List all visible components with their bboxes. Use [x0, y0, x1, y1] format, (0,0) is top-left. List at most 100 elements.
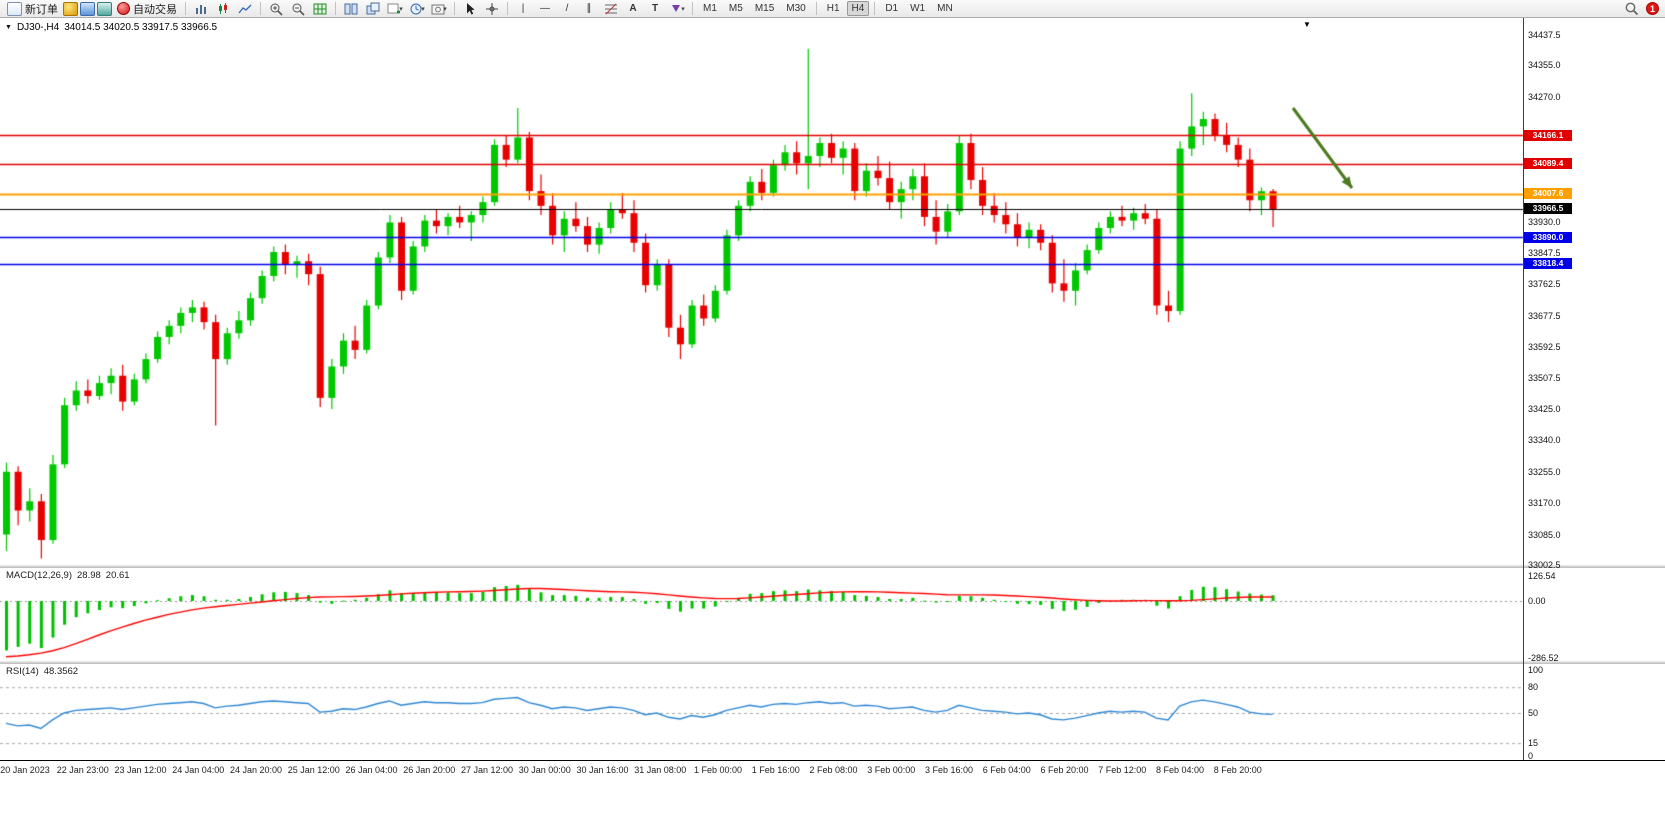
algo-trading-button[interactable]: 自动交易 [114, 1, 180, 17]
toolbar-separator [874, 2, 876, 15]
timeframe-m30[interactable]: M30 [786, 3, 806, 14]
rsi-panel-canvas[interactable] [0, 664, 1524, 760]
price-axis-tick: 33847.5 [1528, 247, 1561, 258]
toolbar-separator [185, 2, 186, 15]
time-axis-label: 30 Jan 16:00 [576, 765, 629, 775]
new-order-icon [7, 1, 22, 16]
screenshot-icon[interactable]: ▾ [429, 1, 449, 17]
time-axis-label: 31 Jan 08:00 [634, 765, 687, 775]
bar-chart-icon[interactable] [191, 1, 211, 17]
time-axis-label: 6 Feb 20:00 [1040, 765, 1089, 775]
rsi-axis-tick: 15 [1528, 738, 1539, 749]
price-level-badge[interactable]: 33966.5 [1524, 203, 1572, 215]
timeframe-m5[interactable]: M5 [728, 3, 743, 14]
notification-badge[interactable]: 1 [1646, 2, 1659, 15]
price-level-badge[interactable]: 33818.4 [1524, 258, 1572, 270]
chevron-down-icon: ▾ [399, 5, 403, 13]
time-axis-label: 25 Jan 12:00 [287, 765, 340, 775]
channel-tool[interactable]: ∥ [586, 3, 592, 14]
price-axis-tick: 33255.0 [1528, 466, 1561, 477]
label-tool[interactable]: T [651, 3, 659, 14]
tile-windows-icon[interactable] [341, 1, 361, 17]
market-watch-icon[interactable] [63, 1, 78, 16]
timeframe-h4[interactable]: H4 [846, 1, 870, 16]
timeframe-mn[interactable]: MN [937, 3, 953, 14]
time-axis-label: 6 Feb 04:00 [982, 765, 1031, 775]
one-click-trading-toggle[interactable]: ▼ [5, 24, 12, 31]
price-axis-tick: 33340.0 [1528, 435, 1561, 446]
strategy-tester-icon[interactable] [97, 1, 112, 16]
new-order-button[interactable]: 新订单 [4, 1, 61, 17]
time-axis-label: 24 Jan 04:00 [172, 765, 225, 775]
symbol-period-label: DJ30-,H4 [16, 22, 60, 33]
price-chart-canvas[interactable] [0, 18, 1524, 565]
fibonacci-tool[interactable] [601, 1, 621, 17]
price-axis-tick: 33930.0 [1528, 217, 1561, 228]
new-chart-icon[interactable]: ▾ [385, 1, 405, 17]
time-axis-label: 27 Jan 12:00 [460, 765, 514, 775]
panel-divider[interactable] [0, 565, 1665, 568]
chart-shift-marker[interactable]: ▼ [1303, 20, 1311, 29]
objects-dropdown[interactable]: ▾ [667, 1, 687, 17]
rsi-name: RSI(14) [6, 666, 39, 677]
price-axis-tick: 34355.0 [1528, 60, 1561, 71]
price-axis-tick: 33170.0 [1528, 498, 1561, 509]
crosshair-icon[interactable] [482, 1, 502, 17]
price-axis-tick: 33002.5 [1528, 560, 1561, 570]
price-axis-tick: 33592.5 [1528, 342, 1561, 353]
time-axis-border [0, 760, 1665, 761]
toolbar-right-group: 1 [1621, 1, 1661, 17]
chevron-down-icon: ▾ [421, 5, 425, 13]
time-axis-label: 20 Jan 2023 [0, 765, 50, 775]
rsi-label: RSI(14) 48.3562 [6, 666, 78, 677]
algo-trading-icon [117, 2, 130, 15]
panel-divider[interactable] [0, 661, 1665, 664]
toolbar-separator [815, 2, 817, 15]
time-axis-label: 1 Feb 00:00 [693, 765, 743, 775]
time-axis-label: 26 Jan 20:00 [403, 765, 456, 775]
zoom-in-icon[interactable] [266, 1, 286, 17]
macd-axis-tick: -286.52 [1528, 652, 1559, 663]
data-window-icon[interactable] [80, 1, 95, 16]
rsi-axis-tick: 0 [1528, 751, 1534, 761]
search-icon[interactable] [1621, 1, 1641, 17]
price-axis-tick: 33085.0 [1528, 529, 1561, 540]
candlestick-chart-icon[interactable] [213, 1, 233, 17]
horizontal-line-tool[interactable]: — [540, 3, 550, 14]
price-level-badge[interactable]: 34166.1 [1524, 129, 1572, 141]
toolbar: 新订单 自动交易 ▾ ▾ ▾ | — / ∥ A T ▾ [0, 0, 1665, 18]
timeframe-d1[interactable]: D1 [885, 3, 899, 14]
time-axis-label: 26 Jan 04:00 [345, 765, 398, 775]
chevron-down-icon: ▾ [681, 5, 685, 13]
price-level-badge[interactable]: 34007.6 [1524, 188, 1572, 200]
timeframe-m1[interactable]: M1 [703, 3, 717, 14]
time-axis-label: 3 Feb 16:00 [924, 765, 974, 775]
cursor-icon[interactable] [460, 1, 480, 17]
toolbar-separator [335, 2, 336, 15]
time-axis-label: 1 Feb 16:00 [751, 765, 800, 775]
price-axis-tick: 33762.5 [1528, 279, 1561, 290]
trendline-tool[interactable]: / [565, 3, 569, 14]
price-level-badge[interactable]: 33890.0 [1524, 231, 1572, 243]
zoom-out-icon[interactable] [288, 1, 308, 17]
grid-icon[interactable] [310, 1, 330, 17]
vertical-line-tool[interactable]: | [521, 3, 525, 14]
macd-name: MACD(12,26,9) [6, 570, 72, 581]
timeframe-m15[interactable]: M15 [754, 3, 775, 14]
timeframe-h1[interactable]: H1 [826, 3, 840, 14]
cascade-windows-icon[interactable] [363, 1, 383, 17]
price-axis-tick: 34437.5 [1528, 30, 1561, 40]
toolbar-separator [454, 2, 455, 15]
clock-icon[interactable]: ▾ [407, 1, 427, 17]
macd-panel-canvas[interactable] [0, 568, 1524, 661]
price-level-badge[interactable]: 34089.4 [1524, 158, 1572, 170]
chart-area: ▼ DJ30-,H4 34014.5 34020.5 33917.5 33966… [0, 18, 1665, 831]
line-chart-icon[interactable] [235, 1, 255, 17]
rsi-axis-tick: 80 [1528, 682, 1539, 693]
time-axis-label: 24 Jan 20:00 [229, 765, 283, 775]
timeframe-w1[interactable]: W1 [910, 3, 926, 14]
time-axis-label: 3 Feb 00:00 [867, 765, 916, 775]
price-axis-tick: 34270.0 [1528, 91, 1561, 102]
text-tool[interactable]: A [629, 3, 637, 14]
